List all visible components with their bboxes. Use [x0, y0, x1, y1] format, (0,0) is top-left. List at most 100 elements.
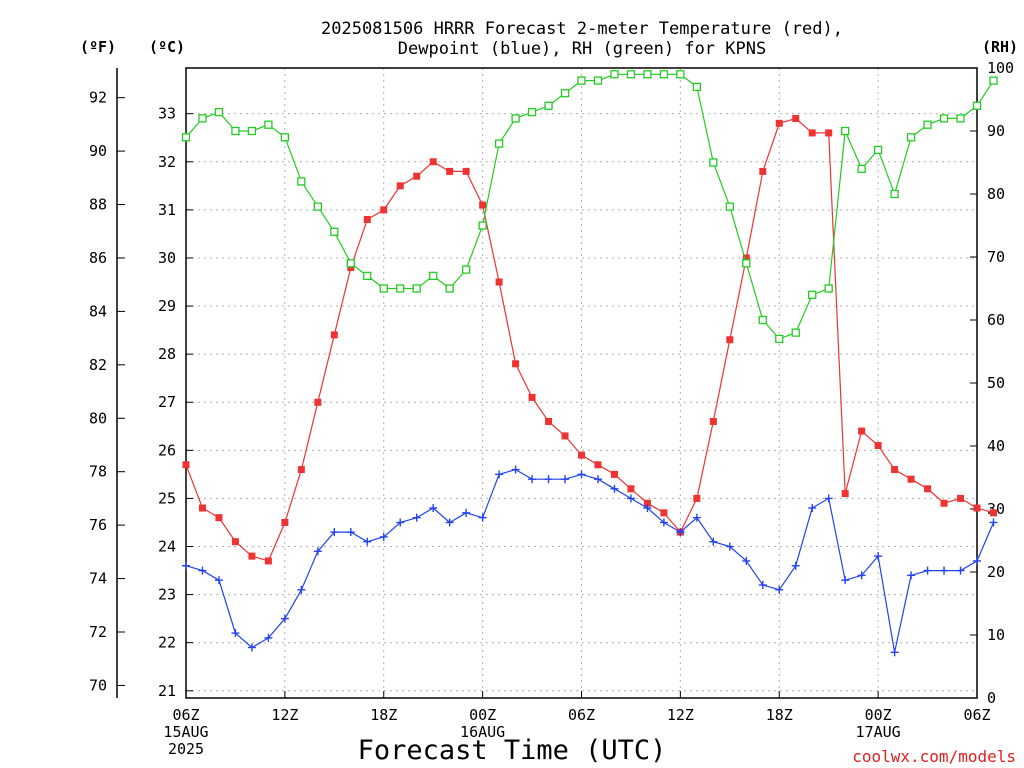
rh-point — [939, 114, 949, 123]
fahrenheit-tick-label: 90 — [89, 142, 107, 160]
celsius-tick-label: 29 — [158, 297, 176, 315]
fahrenheit-tick-label: 74 — [89, 570, 107, 588]
dewpoint-point — [561, 475, 570, 484]
x-tick-label: 06Z — [963, 706, 990, 724]
temperature-point — [578, 451, 585, 459]
dewpoint-point — [198, 566, 207, 575]
fahrenheit-tick-label: 82 — [89, 356, 107, 374]
rh-point — [181, 133, 191, 142]
rh-point — [873, 145, 883, 155]
axes — [116, 67, 978, 699]
rh-point — [511, 114, 520, 123]
temperature-point — [429, 158, 437, 166]
x-tick-label: 18Z — [766, 706, 793, 724]
rh-point — [494, 139, 504, 148]
rh-point — [775, 334, 784, 344]
rh-point — [247, 126, 257, 136]
fahrenheit-tick-label: 72 — [89, 623, 107, 641]
dewpoint-point — [445, 518, 454, 527]
celsius-tick-label: 23 — [158, 586, 176, 604]
temperature-point — [891, 466, 899, 474]
series-rh — [181, 70, 998, 344]
dewpoint-point — [940, 566, 949, 575]
rh-tick-label: 90 — [987, 122, 1005, 140]
dewpoint-point — [280, 614, 289, 623]
temperature-point — [825, 129, 833, 137]
dewpoint-point — [725, 542, 734, 551]
rh-point — [231, 126, 240, 136]
dewpoint-point — [956, 566, 965, 575]
x-tick-label: 06Z — [568, 706, 595, 724]
temperature-point — [528, 393, 536, 401]
rh-point — [264, 120, 273, 129]
temperature-point — [314, 398, 322, 406]
temperature-point — [693, 494, 701, 502]
temperature-point — [495, 278, 503, 286]
temperature-point — [643, 499, 651, 507]
dewpoint-point — [544, 475, 553, 484]
dewpoint-point — [396, 518, 405, 527]
dewpoint-point — [363, 537, 372, 546]
temperature-point — [347, 264, 355, 272]
dewpoint-point — [907, 571, 916, 580]
dewpoint-point — [511, 465, 520, 474]
temperature-point — [841, 490, 849, 498]
temperature-point — [231, 538, 239, 546]
rh-tick-label: 70 — [987, 248, 1005, 266]
rh-tick-label: 20 — [987, 563, 1005, 581]
temperature-point — [363, 215, 371, 223]
temperature-point — [742, 254, 750, 262]
x-tick-label: 00Z — [865, 706, 892, 724]
fahrenheit-tick-label: 84 — [89, 302, 107, 320]
rh-point — [857, 164, 866, 173]
rh-point — [626, 70, 636, 79]
dewpoint-point — [709, 537, 718, 546]
dewpoint-point — [643, 504, 652, 513]
dewpoint-point — [973, 556, 981, 565]
dewpoint-point — [577, 470, 586, 479]
temperature-point — [973, 504, 981, 512]
rh-point — [280, 133, 290, 142]
celsius-tick-label: 33 — [158, 105, 176, 123]
series-temperature — [182, 114, 997, 565]
temperature-point — [248, 552, 256, 560]
rh-point — [412, 284, 421, 293]
x-tick-label: 17AUG — [856, 723, 901, 741]
celsius-tick-label: 25 — [158, 489, 176, 507]
rh-point — [808, 290, 817, 299]
dewpoint-point — [346, 528, 355, 537]
fahrenheit-tick-label: 78 — [89, 463, 107, 481]
temperature-point — [446, 167, 454, 175]
rh-tick-label: 100 — [987, 59, 1014, 77]
dewpoint-point — [379, 532, 388, 541]
x-tick-label: 12Z — [667, 706, 694, 724]
temperature-point — [907, 475, 915, 483]
temperature-point — [709, 417, 717, 425]
temperature-point — [281, 518, 289, 526]
rh-point — [643, 70, 652, 79]
rh-point — [791, 328, 800, 337]
celsius-tick-label: 21 — [158, 682, 176, 700]
dewpoint-point — [841, 576, 850, 585]
rh-point — [923, 120, 932, 129]
rh-point — [379, 284, 388, 293]
dewpoint-point — [923, 566, 932, 575]
rh-tick-label: 50 — [987, 374, 1005, 392]
dewpoint-point — [429, 504, 438, 513]
fahrenheit-tick-label: 76 — [89, 516, 107, 534]
series-line-temperature — [185, 117, 994, 562]
rh-point — [676, 70, 685, 79]
temperature-point — [594, 461, 602, 469]
rh-point — [577, 76, 586, 85]
celsius-tick-label: 31 — [158, 201, 176, 219]
celsius-axis-label: (ºC) — [149, 38, 185, 56]
data-series — [181, 70, 998, 657]
rh-point — [198, 114, 207, 123]
dewpoint-point — [659, 518, 668, 527]
temperature-point — [413, 172, 421, 180]
rh-point — [610, 70, 619, 79]
dewpoint-point — [775, 585, 784, 594]
x-tick-label: 18Z — [370, 706, 397, 724]
fahrenheit-tick-label: 86 — [89, 249, 107, 267]
rh-point — [989, 76, 998, 85]
